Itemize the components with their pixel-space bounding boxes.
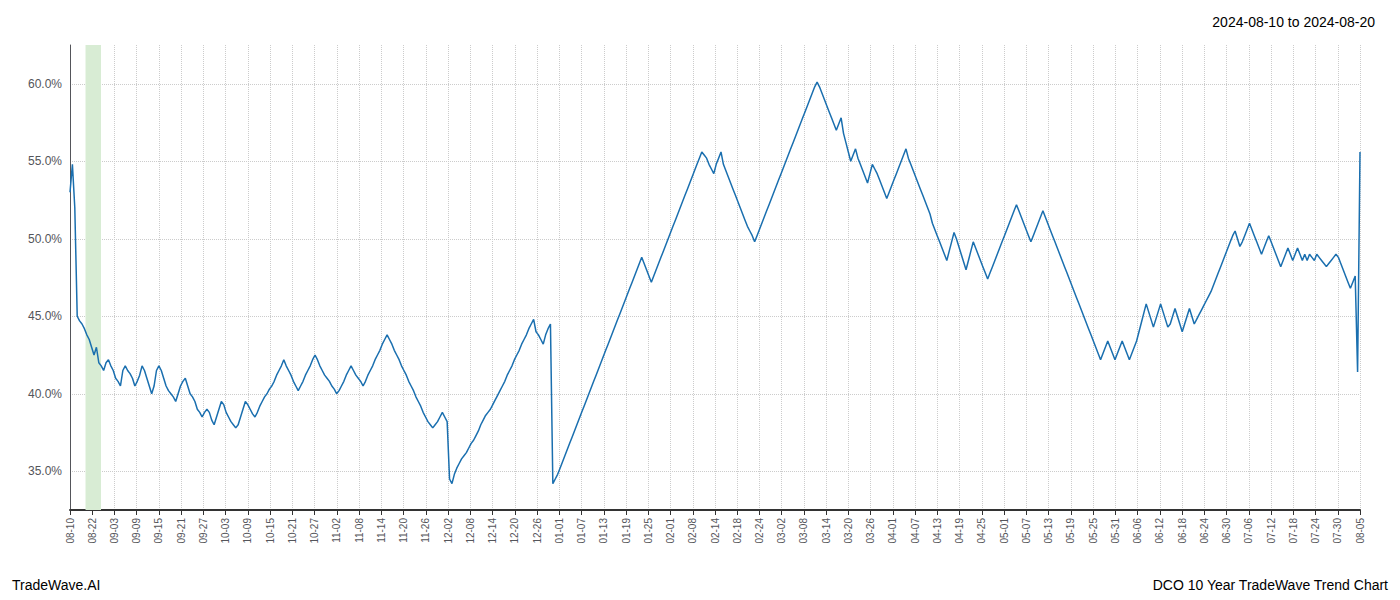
svg-text:06-18: 06-18 [1177, 518, 1188, 544]
svg-text:06-06: 06-06 [1132, 518, 1143, 544]
svg-text:05-25: 05-25 [1088, 518, 1099, 544]
svg-text:11-14: 11-14 [376, 518, 387, 543]
svg-text:01-13: 01-13 [598, 518, 609, 544]
svg-text:10-15: 10-15 [265, 518, 276, 544]
svg-text:02-08: 02-08 [687, 518, 698, 544]
svg-text:03-08: 03-08 [798, 518, 809, 544]
svg-text:09-21: 09-21 [176, 518, 187, 544]
svg-text:04-19: 04-19 [954, 518, 965, 544]
svg-text:10-03: 10-03 [220, 518, 231, 544]
svg-text:05-01: 05-01 [999, 518, 1010, 544]
svg-text:55.0%: 55.0% [28, 154, 62, 168]
svg-text:07-12: 07-12 [1266, 518, 1277, 544]
svg-text:06-30: 06-30 [1221, 518, 1232, 544]
svg-text:04-25: 04-25 [976, 518, 987, 544]
svg-text:02-24: 02-24 [754, 518, 765, 544]
svg-text:05-19: 05-19 [1065, 518, 1076, 544]
svg-text:03-26: 03-26 [865, 518, 876, 544]
svg-text:09-27: 09-27 [198, 518, 209, 544]
svg-text:01-25: 01-25 [643, 518, 654, 544]
svg-text:12-26: 12-26 [532, 518, 543, 544]
svg-text:06-24: 06-24 [1199, 518, 1210, 544]
svg-text:07-24: 07-24 [1310, 518, 1321, 544]
svg-text:05-31: 05-31 [1110, 518, 1121, 544]
svg-text:09-03: 09-03 [109, 518, 120, 544]
svg-text:35.0%: 35.0% [28, 464, 62, 478]
svg-text:50.0%: 50.0% [28, 232, 62, 246]
svg-text:01-01: 01-01 [554, 518, 565, 544]
svg-text:11-20: 11-20 [398, 518, 409, 543]
svg-text:TradeWave.AI: TradeWave.AI [12, 577, 100, 593]
svg-text:03-14: 03-14 [821, 518, 832, 544]
svg-text:12-08: 12-08 [465, 518, 476, 544]
svg-text:06-12: 06-12 [1154, 518, 1165, 544]
svg-text:05-07: 05-07 [1021, 518, 1032, 544]
svg-text:07-06: 07-06 [1243, 518, 1254, 544]
svg-text:11-02: 11-02 [331, 518, 342, 543]
svg-text:11-26: 11-26 [420, 518, 431, 543]
svg-text:2024-08-10 to 2024-08-20: 2024-08-10 to 2024-08-20 [1212, 14, 1375, 30]
svg-text:10-09: 10-09 [242, 518, 253, 544]
svg-text:03-20: 03-20 [843, 518, 854, 544]
svg-text:08-05: 08-05 [1355, 518, 1366, 544]
svg-text:02-01: 02-01 [665, 518, 676, 544]
svg-text:08-10: 08-10 [65, 518, 76, 544]
svg-text:04-07: 04-07 [910, 518, 921, 544]
svg-text:08-22: 08-22 [87, 518, 98, 544]
svg-text:04-01: 04-01 [887, 518, 898, 544]
svg-text:09-15: 09-15 [153, 518, 164, 544]
svg-text:11-08: 11-08 [354, 518, 365, 543]
svg-text:12-20: 12-20 [509, 518, 520, 544]
svg-text:02-18: 02-18 [732, 518, 743, 544]
svg-text:12-14: 12-14 [487, 518, 498, 544]
svg-text:60.0%: 60.0% [28, 77, 62, 91]
svg-text:10-27: 10-27 [309, 518, 320, 544]
svg-text:09-09: 09-09 [131, 518, 142, 544]
svg-text:45.0%: 45.0% [28, 309, 62, 323]
svg-text:05-13: 05-13 [1043, 518, 1054, 544]
svg-text:01-07: 01-07 [576, 518, 587, 544]
svg-text:02-14: 02-14 [710, 518, 721, 544]
svg-text:07-18: 07-18 [1288, 518, 1299, 544]
svg-text:04-13: 04-13 [932, 518, 943, 544]
svg-text:12-02: 12-02 [443, 518, 454, 544]
svg-text:DCO 10 Year TradeWave Trend Ch: DCO 10 Year TradeWave Trend Chart [1153, 577, 1388, 593]
svg-text:40.0%: 40.0% [28, 387, 62, 401]
svg-text:07-30: 07-30 [1332, 518, 1343, 544]
svg-text:03-02: 03-02 [776, 518, 787, 544]
svg-text:10-21: 10-21 [287, 518, 298, 544]
svg-text:01-19: 01-19 [621, 518, 632, 544]
